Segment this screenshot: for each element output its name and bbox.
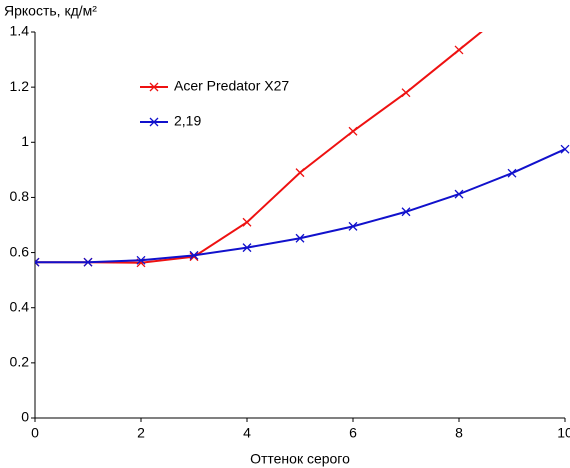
series-line: [35, 148, 566, 264]
marker: [189, 250, 199, 260]
marker: [401, 207, 411, 217]
marker: [401, 88, 411, 98]
legend-marker: [149, 82, 159, 92]
marker: [83, 257, 93, 267]
marker: [454, 189, 464, 199]
y-tick-label: 1.4: [10, 23, 30, 39]
legend-label: Acer Predator X27: [174, 78, 289, 94]
plot-area: [35, 3, 570, 268]
marker: [242, 243, 252, 253]
marker: [295, 233, 305, 243]
marker: [348, 221, 358, 231]
marker: [295, 168, 305, 178]
y-tick-label: 0.8: [10, 188, 30, 204]
y-tick-label: 1: [21, 133, 29, 149]
x-tick-label: 10: [557, 425, 570, 441]
x-tick-label: 6: [349, 425, 357, 441]
x-tick-label: 2: [137, 425, 145, 441]
marker: [35, 257, 40, 267]
y-tick-label: 0.6: [10, 243, 30, 259]
y-tick-label: 0: [21, 409, 29, 425]
marker: [454, 45, 464, 55]
x-tick-label: 8: [455, 425, 463, 441]
marker: [242, 217, 252, 227]
y-tick-label: 1.2: [10, 78, 30, 94]
series-line: [35, 32, 483, 264]
x-tick-label: 4: [243, 425, 251, 441]
x-tick-label: 0: [31, 425, 39, 441]
marker: [348, 126, 358, 136]
legend-marker: [149, 117, 159, 127]
marker: [508, 3, 516, 11]
legend-label: 2,19: [174, 113, 201, 129]
y-tick-label: 0.4: [10, 298, 30, 314]
chart-title: Яркость, кд/м²: [4, 3, 97, 19]
x-axis-label: Оттенок серого: [250, 451, 350, 467]
marker: [507, 168, 517, 178]
marker: [136, 255, 146, 265]
marker: [560, 144, 570, 154]
y-tick-label: 0.2: [10, 354, 30, 370]
